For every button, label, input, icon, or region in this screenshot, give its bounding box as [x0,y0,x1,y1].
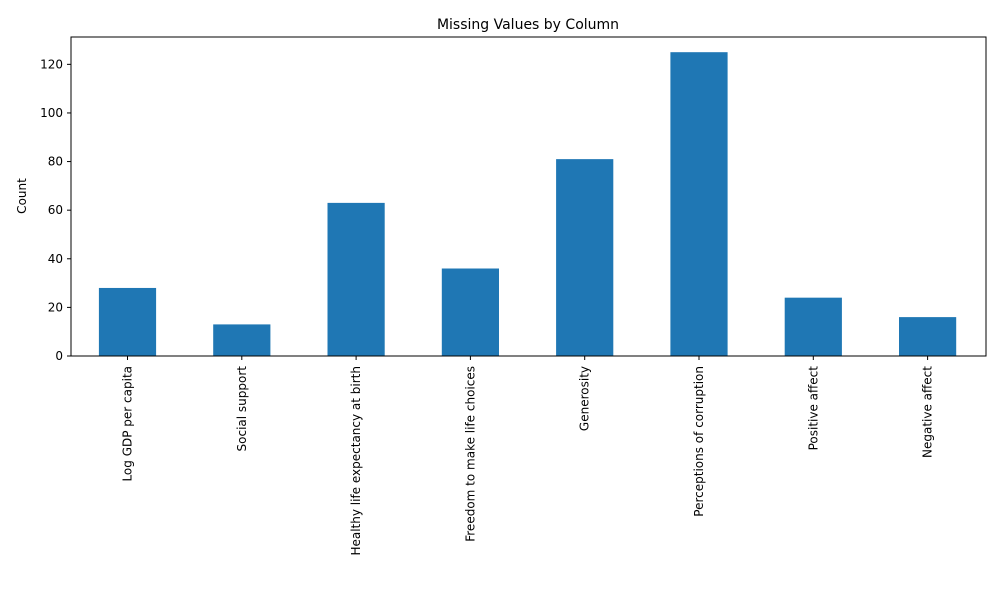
bar-6 [784,297,842,356]
bar-0 [98,287,157,356]
y-axis: 0 20 40 60 80 100 120 [40,57,71,363]
bar-1 [213,324,271,356]
bar-5 [670,52,728,356]
y-tick-label: 100 [40,106,63,120]
x-axis: Log GDP per capita Social support Healthy … [121,356,935,556]
y-tick-label: 40 [48,252,63,266]
y-axis-label: Count [15,178,29,214]
x-tick-label: Freedom to make life choices [463,366,477,542]
bar-2 [327,202,385,356]
x-tick-label: Positive affect [806,366,820,451]
x-tick-label: Generosity [578,366,592,431]
bar-3 [441,268,499,356]
plot-frame [70,36,987,357]
x-tick-label: Perceptions of corruption [692,366,706,517]
bar-4 [556,159,614,356]
x-tick-label: Social support [235,366,249,452]
x-tick-label: Healthy life expectancy at birth [349,366,363,556]
y-tick-label: 20 [48,300,63,314]
y-tick-label: 80 [48,155,63,169]
bars-group [98,52,957,356]
bar-7 [899,317,957,356]
chart-title: Missing Values by Column [437,17,619,33]
y-tick-label: 60 [48,203,63,217]
x-tick-label: Log GDP per capita [121,366,135,482]
x-tick-label: Negative affect [921,366,935,458]
y-tick-label: 0 [55,349,63,363]
y-tick-label: 120 [40,57,63,71]
